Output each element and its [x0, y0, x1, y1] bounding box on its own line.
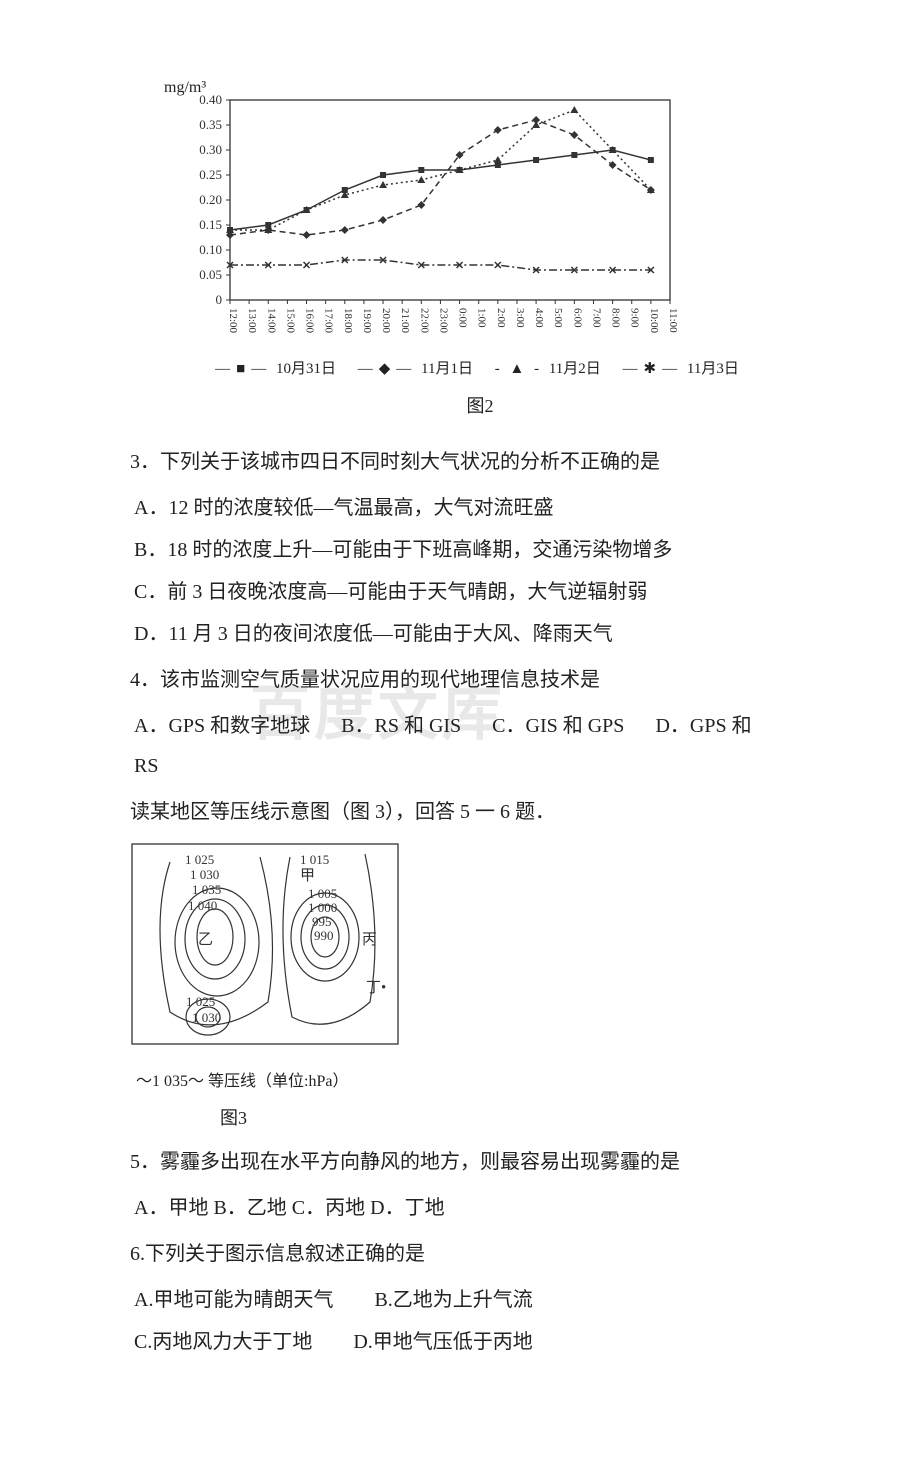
intro-5-6: 读某地区等压线示意图（图 3），回答 5 一 6 题．	[130, 792, 800, 832]
figure-3: 1 025 1 030 1 035 1 040 1 015 1 005 1 00…	[130, 842, 800, 1136]
svg-text:1 030: 1 030	[192, 1010, 221, 1025]
svg-text:18:00: 18:00	[342, 308, 354, 334]
figure-3-sub: 〜1 035〜 等压线（单位:hPa）	[136, 1066, 800, 1098]
svg-text:1:00: 1:00	[476, 308, 488, 328]
svg-text:995: 995	[312, 914, 332, 929]
q3-opt-c: C．前 3 日夜晚浓度高—可能由于天气晴朗，大气逆辐射弱	[134, 572, 800, 612]
svg-text:20:00: 20:00	[380, 308, 392, 334]
q4-opt-c: C．GIS 和 GPS	[492, 715, 624, 737]
q4-block: 百度文库 4．该市监测空气质量状况应用的现代地理信息技术是 A．GPS 和数字地…	[130, 660, 800, 786]
svg-text:1 025: 1 025	[185, 852, 214, 867]
q5-options: A．甲地 B．乙地 C．丙地 D．丁地	[134, 1188, 800, 1228]
svg-text:12:00: 12:00	[227, 308, 239, 334]
svg-text:11:00: 11:00	[667, 308, 679, 333]
q4-options: A．GPS 和数字地球 B．RS 和 GIS C．GIS 和 GPS D．GPS…	[134, 706, 800, 786]
point-jia: 甲	[300, 868, 315, 884]
q5-stem: 5．雾霾多出现在水平方向静风的地方，则最容易出现雾霾的是	[130, 1142, 800, 1182]
q6-opt-b: B.乙地为上升气流	[374, 1289, 532, 1311]
q6-opt-d: D.甲地气压低于丙地	[353, 1331, 532, 1353]
svg-text:23:00: 23:00	[437, 308, 449, 334]
svg-text:1 035: 1 035	[192, 882, 221, 897]
svg-text:19:00: 19:00	[361, 308, 373, 334]
q6-row2: C.丙地风力大于丁地 D.甲地气压低于丙地	[134, 1322, 800, 1362]
svg-text:16:00: 16:00	[304, 308, 316, 334]
svg-text:4:00: 4:00	[533, 308, 545, 328]
svg-text:1 005: 1 005	[308, 886, 337, 901]
point-yi: 乙	[198, 932, 213, 948]
svg-text:1 040: 1 040	[188, 898, 217, 913]
q4-stem: 4．该市监测空气质量状况应用的现代地理信息技术是	[130, 660, 800, 700]
q4-opt-a: A．GPS 和数字地球	[134, 715, 310, 737]
svg-text:8:00: 8:00	[610, 308, 622, 328]
q3-opt-a: A．12 时的浓度较低—气温最高，大气对流旺盛	[134, 488, 800, 528]
y-axis-unit: mg/m³	[164, 72, 206, 104]
svg-text:14:00: 14:00	[265, 308, 277, 334]
svg-text:0.15: 0.15	[199, 217, 222, 232]
svg-text:0.30: 0.30	[199, 142, 222, 157]
svg-text:22:00: 22:00	[418, 308, 430, 334]
svg-text:21:00: 21:00	[399, 308, 411, 334]
q6-opt-a: A.甲地可能为晴朗天气	[134, 1289, 333, 1311]
svg-text:1 025: 1 025	[186, 994, 215, 1009]
svg-text:7:00: 7:00	[590, 308, 602, 328]
point-bing: 丙	[362, 932, 377, 948]
svg-text:0:00: 0:00	[457, 308, 469, 328]
svg-text:10:00: 10:00	[648, 308, 660, 334]
svg-text:17:00: 17:00	[323, 308, 335, 334]
legend-item-3: - ▲ - 11月2日	[495, 361, 607, 377]
svg-text:0.25: 0.25	[199, 167, 222, 182]
svg-text:0.05: 0.05	[199, 267, 222, 282]
svg-text:1 030: 1 030	[190, 867, 219, 882]
q4-opt-b: B．RS 和 GIS	[341, 715, 461, 737]
q3-stem: 3．下列关于该城市四日不同时刻大气状况的分析不正确的是	[130, 442, 800, 482]
q6-stem: 6.下列关于图示信息叙述正确的是	[130, 1234, 800, 1274]
svg-text:3:00: 3:00	[514, 308, 526, 328]
svg-text:0: 0	[216, 292, 223, 307]
svg-text:6:00: 6:00	[571, 308, 583, 328]
q3-opt-d: D．11 月 3 日的夜间浓度低—可能由于大风、降雨天气	[134, 614, 800, 654]
svg-text:13:00: 13:00	[246, 308, 258, 334]
chart-2: mg/m³ 0.400.350.300.250.200.150.100.0501…	[160, 90, 680, 350]
svg-text:1 015: 1 015	[300, 852, 329, 867]
svg-text:1 000: 1 000	[308, 900, 337, 915]
q6-row1: A.甲地可能为晴朗天气 B.乙地为上升气流	[134, 1280, 800, 1320]
q3-opt-b: B．18 时的浓度上升—可能由于下班高峰期，交通污染物增多	[134, 530, 800, 570]
svg-text:990: 990	[314, 928, 334, 943]
svg-text:5:00: 5:00	[552, 308, 564, 328]
figure-3-caption: 图3	[220, 1100, 800, 1136]
svg-text:0.35: 0.35	[199, 117, 222, 132]
q6-opt-c: C.丙地风力大于丁地	[134, 1331, 312, 1353]
fig3-svg: 1 025 1 030 1 035 1 040 1 015 1 005 1 00…	[130, 842, 410, 1062]
chart-svg: 0.400.350.300.250.200.150.100.05012:0013…	[160, 90, 680, 350]
legend-item-1: —■— 10月31日	[215, 361, 342, 377]
figure-2: mg/m³ 0.400.350.300.250.200.150.100.0501…	[160, 90, 800, 424]
svg-text:2:00: 2:00	[495, 308, 507, 328]
svg-text:0.20: 0.20	[199, 192, 222, 207]
svg-text:15:00: 15:00	[284, 308, 296, 334]
point-ding: 丁•	[366, 980, 386, 996]
figure-2-caption: 图2	[160, 388, 800, 424]
page: mg/m³ 0.400.350.300.250.200.150.100.0501…	[0, 0, 920, 1484]
svg-text:9:00: 9:00	[629, 308, 641, 328]
svg-text:0.10: 0.10	[199, 242, 222, 257]
legend-item-2: —◆— 11月1日	[358, 361, 479, 377]
legend-item-4: —✱— 11月3日	[623, 361, 745, 377]
chart-legend: —■— 10月31日 —◆— 11月1日 - ▲ - 11月2日 —✱— 11月…	[160, 354, 800, 384]
